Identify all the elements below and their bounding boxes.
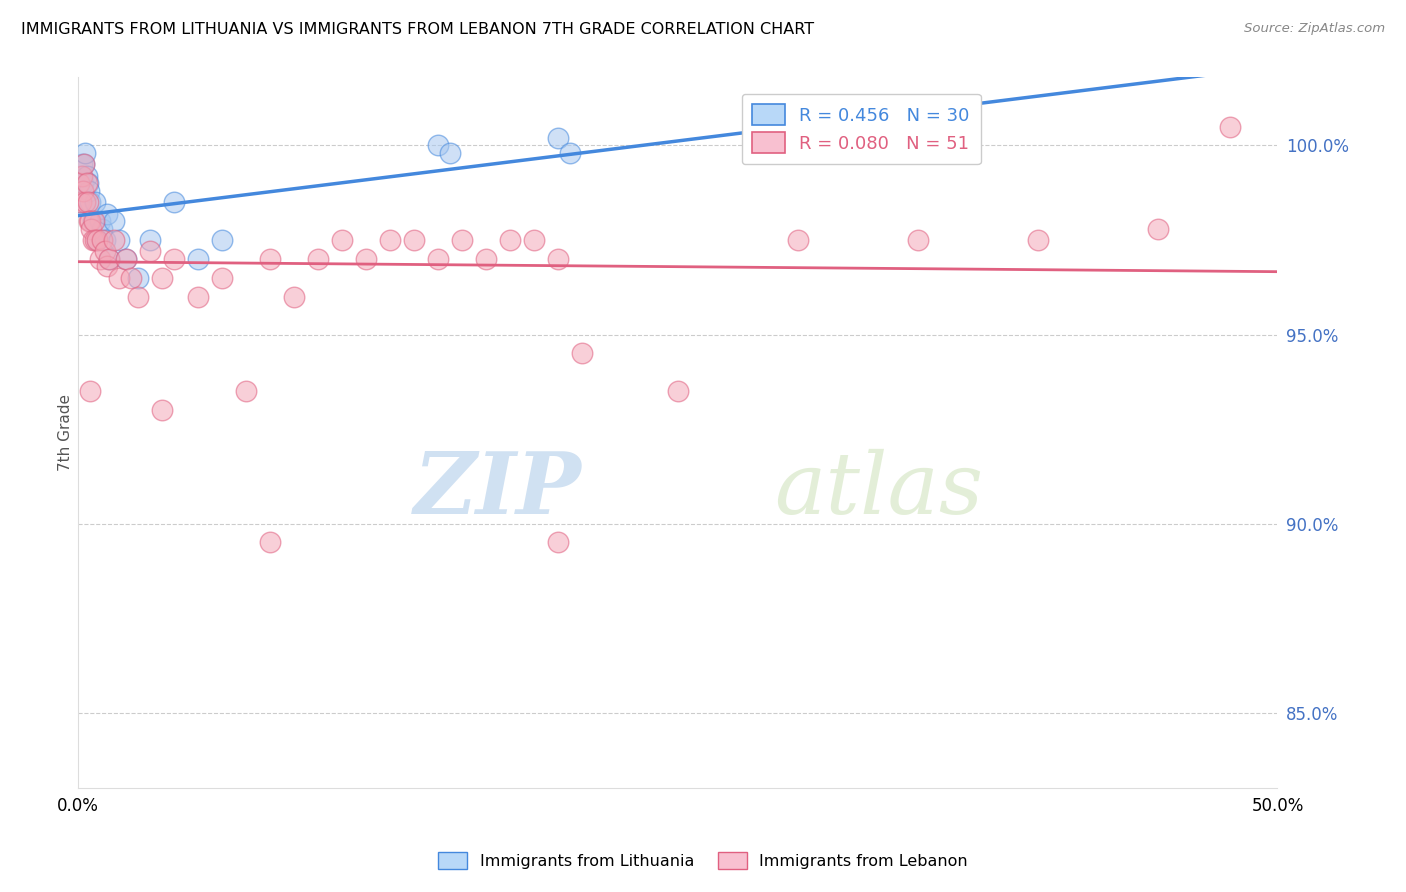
Point	[163, 252, 186, 266]
Point	[77, 214, 100, 228]
Point	[139, 233, 162, 247]
Point	[1218, 120, 1240, 134]
Point	[84, 195, 107, 210]
Point	[283, 290, 305, 304]
Point	[115, 252, 138, 266]
Point	[127, 270, 149, 285]
Point	[98, 252, 121, 266]
Point	[103, 233, 125, 247]
Point	[354, 252, 377, 266]
Point	[547, 131, 569, 145]
Point	[786, 233, 808, 247]
Point	[523, 233, 546, 247]
Point	[79, 384, 101, 399]
Point	[426, 138, 449, 153]
Point	[187, 290, 209, 304]
Point	[93, 233, 115, 247]
Point	[558, 146, 581, 161]
Point	[70, 169, 93, 183]
Point	[378, 233, 401, 247]
Point	[547, 535, 569, 549]
Point	[82, 214, 104, 228]
Point	[499, 233, 522, 247]
Point	[1146, 221, 1168, 235]
Y-axis label: 7th Grade: 7th Grade	[58, 394, 73, 471]
Point	[69, 195, 91, 210]
Point	[75, 146, 97, 161]
Text: atlas: atlas	[773, 449, 983, 531]
Point	[80, 221, 103, 235]
Point	[93, 244, 115, 259]
Text: Source: ZipAtlas.com: Source: ZipAtlas.com	[1244, 22, 1385, 36]
Point	[127, 290, 149, 304]
Point	[235, 384, 257, 399]
Point	[259, 252, 281, 266]
Point	[96, 206, 118, 220]
Point	[571, 346, 593, 360]
Point	[907, 233, 929, 247]
Point	[91, 221, 114, 235]
Point	[73, 157, 96, 171]
Point	[103, 214, 125, 228]
Point	[82, 233, 104, 247]
Point	[451, 233, 474, 247]
Point	[187, 252, 209, 266]
Point	[75, 195, 97, 210]
Point	[439, 146, 461, 161]
Point	[211, 233, 233, 247]
Point	[150, 403, 173, 417]
Point	[259, 535, 281, 549]
Text: IMMIGRANTS FROM LITHUANIA VS IMMIGRANTS FROM LEBANON 7TH GRADE CORRELATION CHART: IMMIGRANTS FROM LITHUANIA VS IMMIGRANTS …	[21, 22, 814, 37]
Point	[330, 233, 353, 247]
Text: ZIP: ZIP	[413, 448, 582, 532]
Point	[91, 233, 114, 247]
Point	[150, 270, 173, 285]
Point	[108, 233, 131, 247]
Point	[163, 195, 186, 210]
Point	[76, 169, 98, 183]
Point	[79, 195, 101, 210]
Point	[76, 176, 98, 190]
Point	[307, 252, 329, 266]
Point	[72, 184, 94, 198]
Point	[1026, 233, 1049, 247]
Point	[120, 270, 142, 285]
Point	[69, 169, 91, 183]
Point	[86, 233, 108, 247]
Point	[98, 252, 121, 266]
Point	[67, 195, 90, 210]
Point	[89, 252, 111, 266]
Point	[83, 214, 105, 228]
Point	[70, 157, 93, 171]
Point	[67, 176, 90, 190]
Point	[115, 252, 138, 266]
Point	[76, 195, 98, 210]
Point	[108, 270, 131, 285]
Legend: R = 0.456   N = 30, R = 0.080   N = 51: R = 0.456 N = 30, R = 0.080 N = 51	[741, 94, 980, 164]
Point	[402, 233, 425, 247]
Point	[72, 176, 94, 190]
Point	[475, 252, 498, 266]
Point	[77, 184, 100, 198]
Point	[79, 214, 101, 228]
Point	[547, 252, 569, 266]
Point	[86, 233, 108, 247]
Point	[211, 270, 233, 285]
Point	[426, 252, 449, 266]
Point	[666, 384, 689, 399]
Legend: Immigrants from Lithuania, Immigrants from Lebanon: Immigrants from Lithuania, Immigrants fr…	[432, 846, 974, 875]
Point	[96, 260, 118, 274]
Point	[73, 157, 96, 171]
Point	[76, 176, 98, 190]
Point	[139, 244, 162, 259]
Point	[89, 214, 111, 228]
Point	[84, 233, 107, 247]
